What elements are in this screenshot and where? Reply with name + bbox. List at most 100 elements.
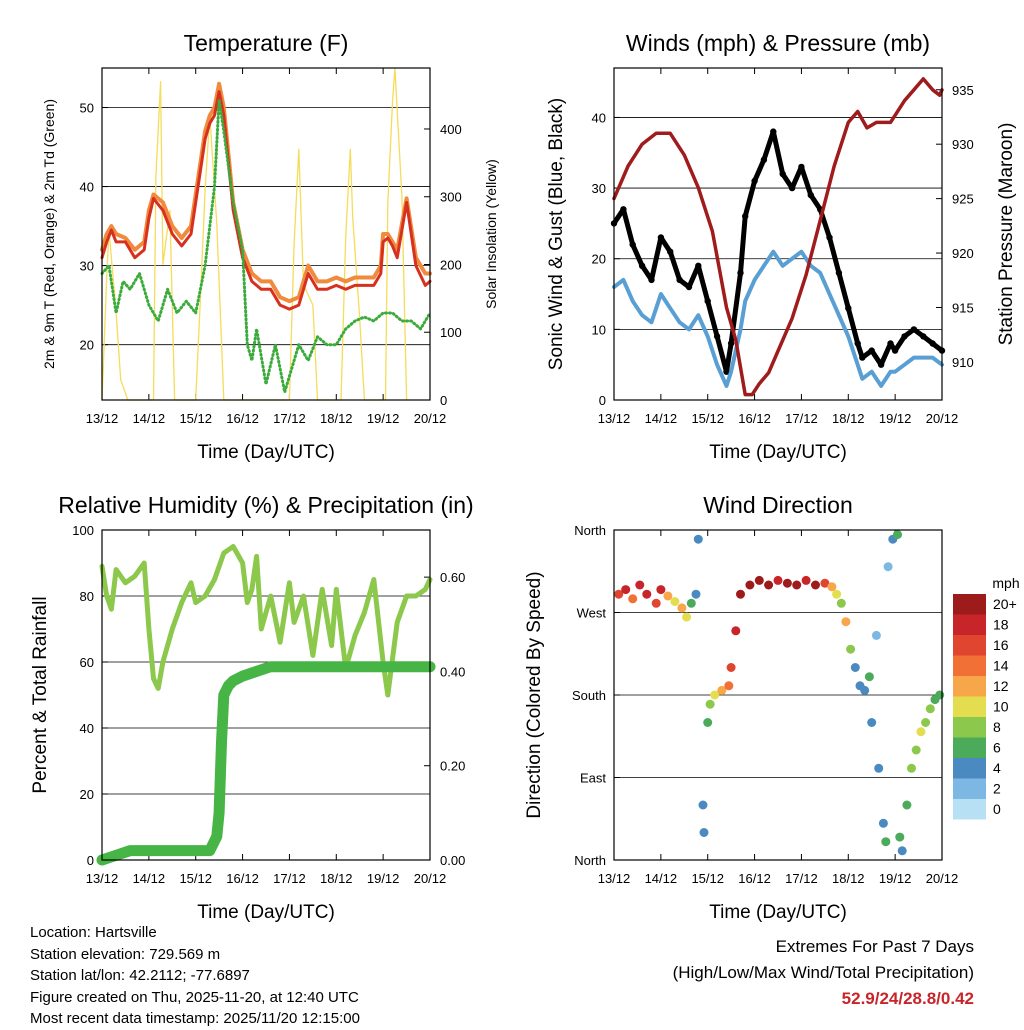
y-axis-label-3: Percent & Total Rainfall [30, 596, 51, 793]
latest-text: Most recent data timestamp: 2025/11/20 1… [30, 1010, 360, 1027]
y-tick-label: East [580, 771, 606, 786]
x-axis-label-3: Time (Day/UTC) [197, 902, 335, 923]
x-tick-label: 15/12 [691, 411, 724, 426]
direction-point [878, 818, 888, 828]
colorbar-cell [953, 614, 986, 635]
x-tick-label: 20/12 [926, 871, 959, 886]
station-info: Location: Hartsville Station elevation: … [30, 922, 360, 1030]
direction-points [614, 530, 945, 856]
y-axis-label-4: Direction (Colored By Speed) [524, 571, 545, 818]
direction-point [897, 846, 907, 856]
direction-point [764, 580, 774, 590]
direction-point [841, 617, 851, 627]
direction-point [792, 580, 802, 590]
direction-point [621, 585, 631, 595]
x-tick-label: 15/12 [691, 871, 724, 886]
direction-point [895, 832, 905, 842]
colorbar-cell [953, 635, 986, 656]
direction-point [902, 800, 912, 810]
y2-tick-label: 910 [952, 355, 974, 370]
direction-point [846, 644, 856, 654]
x-tick-label: 13/12 [86, 871, 119, 886]
series-station-pressure [612, 77, 944, 397]
direction-point [651, 598, 661, 608]
panel-title-4: Wind Direction [703, 492, 853, 518]
direction-point [717, 685, 727, 695]
direction-point [867, 718, 877, 727]
direction-point [871, 630, 881, 640]
direction-point [682, 612, 692, 622]
direction-point [801, 575, 811, 585]
direction-point [820, 578, 830, 588]
x-tick-label: 17/12 [273, 871, 306, 886]
x-tick-label: 19/12 [879, 411, 912, 426]
direction-point [677, 603, 687, 613]
latlon-text: Station lat/lon: 42.2112; -77.6897 [30, 967, 250, 984]
plot-frame [101, 529, 431, 861]
direction-point [642, 589, 652, 599]
x-tick-label: 13/12 [598, 871, 631, 886]
x-tick-label: 18/12 [832, 411, 865, 426]
direction-point [811, 580, 820, 590]
created-text: Figure created on Thu, 2025-11-20, at 12… [30, 988, 359, 1006]
direction-point [921, 718, 931, 727]
colorbar-label: 18 [993, 617, 1009, 633]
direction-point [703, 718, 713, 727]
direction-point [745, 580, 755, 590]
direction-point [907, 763, 916, 773]
direction-point [883, 562, 893, 572]
direction-point [754, 575, 764, 585]
colorbar-label: 0 [993, 801, 1001, 817]
colorbar-cell [953, 655, 986, 676]
x-tick-label: 13/12 [598, 411, 631, 426]
x-axis-label-2: Time (Day/UTC) [709, 442, 847, 463]
y2-axis-label-2: Station Pressure (Maroon) [996, 123, 1017, 346]
direction-point [850, 663, 860, 672]
y-tick-label: 30 [80, 259, 94, 274]
direction-point [705, 699, 715, 709]
direction-point [736, 589, 745, 599]
x-tick-label: 20/12 [414, 871, 447, 886]
y2-tick-label: 0 [440, 393, 447, 408]
extremes-box: Extremes For Past 7 Days (High/Low/Max W… [673, 934, 974, 1012]
y2-tick-label: 400 [440, 122, 462, 137]
direction-point [782, 578, 792, 588]
direction-point [832, 589, 842, 599]
x-tick-label: 18/12 [320, 411, 353, 426]
y-tick-label: 0 [87, 853, 94, 868]
direction-point [686, 598, 696, 608]
colorbar-cell [953, 717, 986, 738]
y2-tick-label: 915 [952, 300, 974, 315]
direction-point [635, 580, 645, 590]
x-tick-label: 20/12 [926, 411, 959, 426]
y2-tick-label: 0.60 [440, 570, 465, 585]
y2-tick-label: 930 [952, 137, 974, 152]
x-tick-label: 18/12 [320, 871, 353, 886]
x-tick-label: 14/12 [645, 871, 678, 886]
y2-tick-label: 920 [952, 246, 974, 261]
extremes-subtitle: (High/Low/Max Wind/Total Precipitation) [672, 963, 974, 982]
panel-title-1: Temperature (F) [184, 30, 349, 56]
y-tick-label: 30 [592, 181, 606, 196]
direction-point [916, 727, 926, 737]
y2-tick-label: 200 [440, 257, 462, 272]
colorbar-title: mph [992, 575, 1019, 591]
y2-tick-label: 0.00 [440, 853, 465, 868]
direction-point [827, 582, 837, 592]
direction-point [710, 690, 720, 700]
plot-frame [101, 67, 431, 401]
y-tick-label: 0 [599, 393, 606, 408]
direction-point [726, 663, 736, 672]
x-axis-label-1: Time (Day/UTC) [197, 442, 335, 463]
direction-point [911, 745, 921, 755]
elevation-text: Station elevation: 729.569 m [30, 945, 221, 963]
location-text: Location: Hartsville [30, 924, 157, 941]
y-tick-label: 40 [80, 721, 94, 736]
y-tick-label: 10 [592, 322, 606, 337]
direction-point [864, 672, 874, 682]
y-tick-label: North [574, 523, 606, 538]
colorbar-cell [953, 594, 986, 615]
direction-point [881, 837, 891, 847]
extremes-values: 52.9/24/28.8/0.42 [841, 989, 974, 1008]
extremes-title: Extremes For Past 7 Days [775, 937, 974, 956]
